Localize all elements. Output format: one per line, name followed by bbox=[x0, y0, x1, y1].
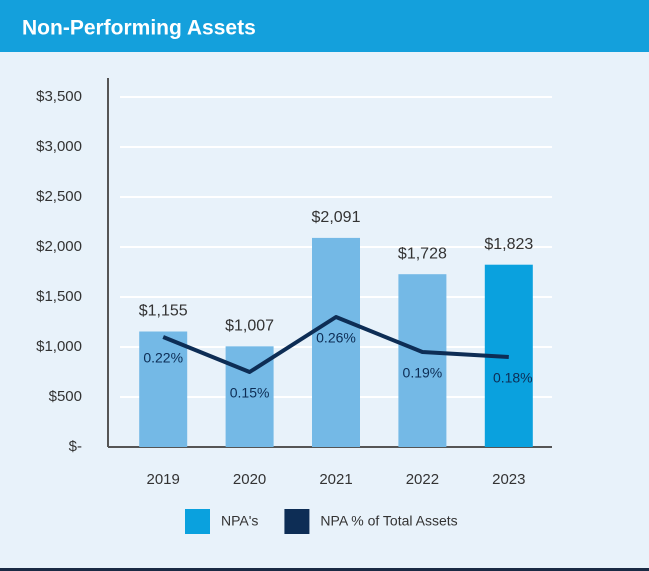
y-tick-label: $3,000 bbox=[36, 138, 82, 155]
bar bbox=[398, 274, 447, 447]
line bbox=[162, 315, 509, 374]
line-value-label: 0.22% bbox=[143, 350, 183, 366]
y-tick-label: $500 bbox=[49, 388, 82, 405]
y-tick-label: $1,500 bbox=[36, 288, 82, 305]
header-band bbox=[0, 0, 649, 52]
bar-value-label: $1,155 bbox=[139, 303, 188, 320]
y-tick-label: $- bbox=[69, 438, 82, 455]
bar bbox=[139, 331, 188, 447]
x-tick-label: 2023 bbox=[492, 471, 525, 488]
y-tick-label: $2,000 bbox=[36, 238, 82, 255]
x-tick-label: 2022 bbox=[406, 471, 439, 488]
bar-value-label: $1,728 bbox=[398, 245, 447, 262]
line-value-label: 0.26% bbox=[316, 330, 356, 346]
y-tick-label: $3,500 bbox=[36, 88, 82, 105]
legend-label: NPA's bbox=[221, 513, 258, 529]
y-tick-label: $1,000 bbox=[36, 338, 82, 355]
legend-label: NPA % of Total Assets bbox=[320, 513, 457, 529]
legend-swatch bbox=[284, 509, 310, 534]
x-tick-label: 2021 bbox=[319, 471, 352, 488]
x-tick-label: 2019 bbox=[147, 471, 180, 488]
legend-swatch bbox=[185, 509, 210, 534]
bar-value-label: $1,823 bbox=[484, 236, 533, 253]
x-tick-label: 2020 bbox=[233, 471, 266, 488]
bar-value-label: $1,007 bbox=[225, 318, 274, 335]
y-tick-label: $2,500 bbox=[36, 188, 82, 205]
line-value-label: 0.19% bbox=[403, 365, 443, 381]
line-value-label: 0.15% bbox=[230, 385, 270, 401]
bar bbox=[312, 237, 360, 447]
chart-title: Non-Performing Assets bbox=[22, 17, 256, 40]
line-value-label: 0.18% bbox=[493, 370, 533, 386]
bar-value-label: $2,091 bbox=[312, 209, 361, 226]
